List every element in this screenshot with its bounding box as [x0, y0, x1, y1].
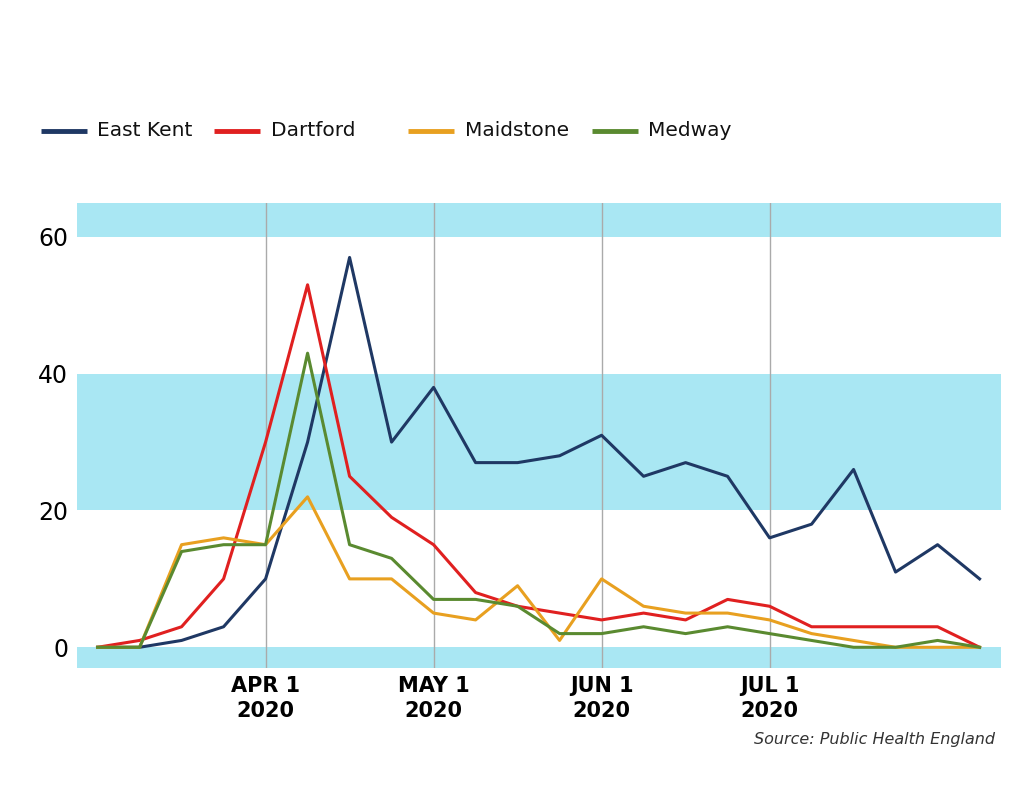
Bar [77, 374, 1001, 510]
Text: Covid deaths per week in Kent hospitals: Covid deaths per week in Kent hospitals [13, 29, 951, 72]
Text: Maidstone: Maidstone [465, 122, 569, 140]
Text: East Kent: East Kent [97, 122, 192, 140]
Text: Dartford: Dartford [271, 122, 355, 140]
Bar [77, 647, 1001, 668]
Text: Source: Public Health England: Source: Public Health England [755, 732, 995, 747]
Text: Medway: Medway [648, 122, 732, 140]
Bar [77, 203, 1001, 237]
